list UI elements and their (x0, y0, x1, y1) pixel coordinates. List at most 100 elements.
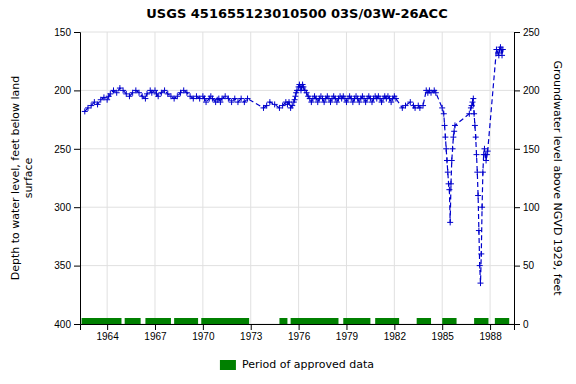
marker (420, 103, 426, 109)
marker (445, 169, 451, 175)
marker (451, 128, 457, 134)
chart: 1964196719701973197619791982198519881502… (0, 0, 576, 384)
grid-line (490, 32, 491, 324)
tick-label: 100 (523, 202, 540, 213)
tick-mark (74, 207, 80, 208)
tick-label: 1970 (192, 331, 215, 342)
marker (477, 280, 483, 286)
grid (80, 32, 514, 324)
marker (289, 103, 295, 109)
x-axis: 196419671970197319761979198219851988 (81, 324, 515, 342)
marker (484, 152, 490, 158)
tick-mark (514, 207, 520, 208)
marker (136, 90, 142, 96)
marker (88, 103, 94, 109)
marker (292, 97, 298, 103)
tick-label: 1982 (384, 331, 407, 342)
approved-bar (279, 318, 287, 324)
grid-line (250, 32, 251, 324)
tick: 1967 (144, 324, 167, 342)
marker (499, 52, 505, 58)
marker (443, 146, 449, 152)
tick: 300 (54, 202, 80, 213)
tick-label: 1967 (144, 331, 167, 342)
marker (403, 103, 409, 109)
tick-label: 300 (54, 202, 71, 213)
grid-line (154, 32, 155, 324)
marker (162, 87, 168, 93)
tick-label: 1985 (432, 331, 455, 342)
marker (474, 152, 480, 158)
marker (476, 228, 482, 234)
marker (334, 99, 340, 105)
marker (470, 96, 476, 102)
marker (363, 99, 369, 105)
tick-mark (74, 90, 80, 91)
approved-bar (343, 318, 370, 324)
marker (474, 169, 480, 175)
approved-bar (442, 318, 456, 324)
grid-line (394, 32, 395, 324)
tick-mark (514, 324, 520, 325)
marker (107, 91, 113, 97)
marker (450, 134, 456, 140)
legend-swatch (220, 360, 236, 370)
grid-line (80, 32, 514, 33)
axis-line (515, 33, 521, 325)
tick-label: 1964 (97, 331, 120, 342)
marker (300, 84, 306, 90)
approved-bar (417, 318, 431, 324)
marker (95, 101, 101, 107)
approved-bar (291, 318, 339, 324)
tick-label: 1976 (288, 331, 311, 342)
marker (446, 187, 452, 193)
marker (407, 99, 413, 105)
marker (82, 108, 88, 114)
tick-label: 50 (523, 260, 535, 271)
legend-label: Period of approved data (242, 358, 374, 371)
tick: 200 (54, 85, 80, 96)
grid-line (202, 32, 203, 324)
tick: 400 (54, 319, 80, 330)
marker (144, 91, 150, 97)
marker (174, 93, 180, 99)
marker (155, 93, 161, 99)
marker (321, 99, 327, 105)
marker (120, 87, 126, 93)
y-axis-title: Depth to water level, feet below landsur… (9, 76, 35, 281)
title: USGS 451655123010500 03S/03W-26ACC (146, 6, 447, 21)
marker (238, 96, 244, 102)
approved-bar (495, 318, 509, 324)
marker (315, 99, 321, 105)
marker (304, 90, 310, 96)
chart-area: 1964196719701973197619791982198519881502… (9, 6, 564, 371)
tick-mark (107, 324, 108, 330)
grid-line (298, 32, 299, 324)
tick: 250 (514, 27, 540, 38)
marker (475, 193, 481, 199)
tick-mark (514, 149, 520, 150)
approved-bar (174, 318, 198, 324)
tick-label: 250 (523, 27, 540, 38)
marker (350, 99, 356, 105)
tick-mark (251, 324, 252, 330)
marker (280, 103, 286, 109)
marker (184, 90, 190, 96)
grid-line (346, 32, 347, 324)
y2-axis: 050100150200250 (514, 27, 540, 330)
marker (217, 99, 223, 105)
tick: 1976 (288, 324, 311, 342)
tick: 350 (54, 260, 80, 271)
marker (356, 99, 362, 105)
marker (449, 157, 455, 163)
tick-label: 250 (54, 144, 71, 155)
marker (469, 103, 475, 109)
tick-mark (74, 32, 80, 33)
marker (479, 204, 485, 210)
legend: Period of approved data (220, 358, 374, 371)
tick-mark (299, 324, 300, 330)
marker (477, 263, 483, 269)
marker (500, 47, 506, 53)
marker (450, 146, 456, 152)
marker (448, 181, 454, 187)
